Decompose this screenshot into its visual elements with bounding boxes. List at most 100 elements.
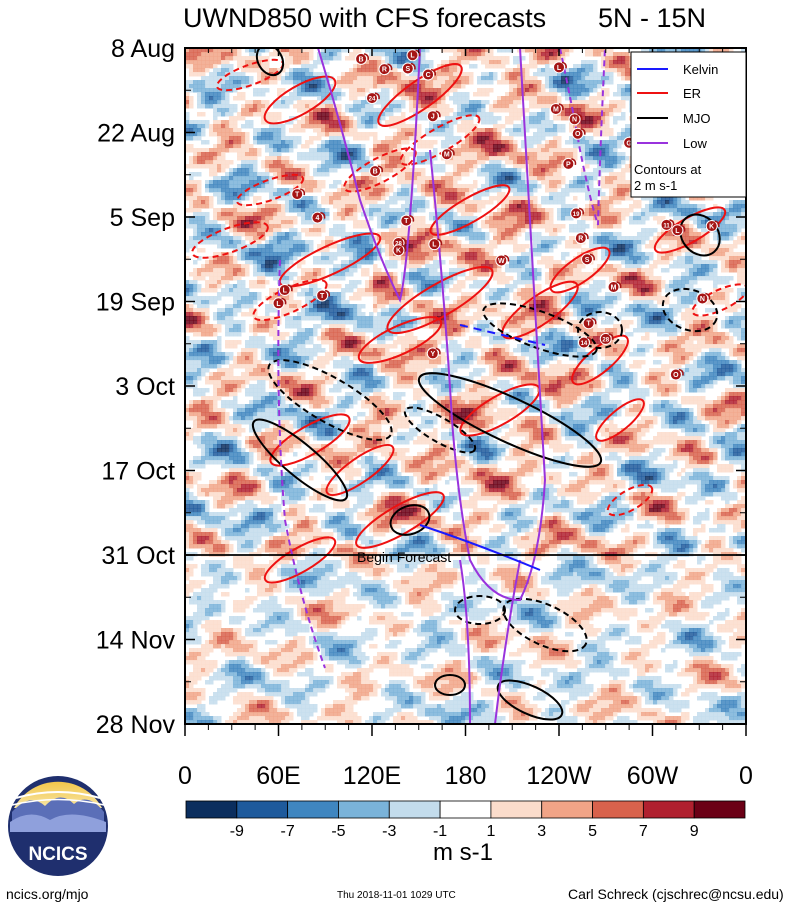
- colorbar-swatch: [287, 800, 339, 819]
- cyclone-marker: T: [316, 289, 331, 302]
- cyclone-marker: 24: [366, 92, 380, 105]
- colorbar-swatch: [693, 800, 746, 819]
- chart-title: UWND850 with CFS forecasts: [183, 3, 546, 33]
- colorbar: -9 -7 -5 -3 -1 1 3 5 7 9: [185, 800, 746, 840]
- cyclone-label: 14: [581, 341, 588, 347]
- cyclone-marker: N: [696, 292, 711, 305]
- cyclone-marker: S: [401, 62, 416, 75]
- mjo-contour: [403, 406, 477, 454]
- cyclone-marker: J: [426, 110, 441, 123]
- cyclone-marker: K: [392, 244, 407, 257]
- colorbar-label: -7: [281, 823, 295, 840]
- low-track: [317, 48, 421, 303]
- cyclone-marker: W: [495, 254, 510, 267]
- cyclone-marker: N: [568, 113, 583, 126]
- er-contour: [377, 63, 463, 127]
- cyclone-marker: L: [272, 297, 287, 310]
- cyclone-marker: S: [581, 253, 595, 266]
- cyclone-label: R: [382, 67, 387, 74]
- y-tick-label: 5 Sep: [110, 204, 175, 232]
- mjo-contour: [434, 674, 466, 696]
- cyclone-marker: K: [705, 220, 720, 233]
- cyclone-label: L: [276, 301, 281, 308]
- x-tick-label: 0: [739, 762, 753, 790]
- cyclone-label: 24: [369, 97, 376, 103]
- cyclone-label: S: [585, 257, 590, 264]
- cyclone-label: M: [611, 285, 617, 292]
- colorbar-swatch: [388, 800, 441, 819]
- colorbar-swatch: [439, 800, 492, 819]
- cyclone-label: N: [700, 296, 705, 303]
- colorbar-label: -9: [230, 823, 244, 840]
- logo-text: NCICS: [28, 844, 87, 865]
- er-contour: [325, 444, 395, 496]
- er-contour: [429, 184, 511, 236]
- mjo-contour: [389, 504, 431, 536]
- forecast-label: Begin Forecast: [357, 549, 451, 565]
- legend-kelvin-label: Kelvin: [683, 62, 718, 77]
- cyclone-marker: M: [549, 102, 564, 115]
- cyclone-marker: T: [291, 188, 306, 201]
- low-track: [277, 259, 326, 669]
- colorbar-swatch: [490, 800, 543, 819]
- er-contour: [595, 398, 645, 442]
- er-contour: [399, 114, 481, 166]
- x-tick-label: 120W: [526, 762, 592, 790]
- er-contour: [571, 334, 629, 386]
- cyclone-label: B: [373, 169, 378, 176]
- er-contour: [263, 536, 337, 584]
- cyclone-marker: 14: [577, 336, 592, 349]
- cyclone-label: C: [426, 72, 431, 79]
- low-track: [459, 559, 471, 724]
- mjo-contour: [661, 287, 719, 333]
- cyclone-marker: B: [369, 165, 384, 178]
- cyclone-label: W: [498, 258, 505, 265]
- colorbar-label: -5: [331, 823, 345, 840]
- mjo-contour: [577, 311, 623, 349]
- cyclone-marker: Y: [426, 347, 441, 360]
- y-tick-label: 22 Aug: [97, 120, 175, 148]
- cyclone-label: N: [572, 117, 577, 124]
- cyclone-label: L: [675, 228, 680, 235]
- colorbar-swatch: [338, 800, 390, 819]
- legend-low-label: Low: [683, 136, 707, 151]
- er-contour: [235, 173, 305, 207]
- chart-region: 5N - 15N: [598, 3, 706, 33]
- mjo-contour: [496, 679, 564, 721]
- low-track: [429, 48, 547, 602]
- legend-contour-note: Contours at 2 m s-1: [634, 162, 705, 193]
- y-tick-label: 14 Nov: [96, 627, 176, 655]
- mjo-contour: [255, 48, 285, 77]
- cyclone-marker: P: [562, 157, 577, 170]
- cyclone-label: T: [320, 293, 325, 300]
- y-tick-label: 19 Sep: [96, 289, 175, 317]
- cyclone-label: O: [673, 372, 679, 379]
- colorbar-label: 7: [639, 823, 648, 840]
- er-contour: [606, 483, 654, 517]
- colorbar-swatch: [642, 800, 695, 819]
- colorbar-label: 5: [588, 823, 597, 840]
- cyclone-label: Y: [430, 351, 435, 358]
- cyclone-marker: L: [428, 238, 443, 251]
- x-tick-label: 0: [178, 762, 192, 790]
- cyclone-label: B: [359, 56, 364, 63]
- colorbar-swatch: [541, 800, 593, 819]
- y-tick-label: 8 Aug: [111, 35, 175, 63]
- er-contour: [357, 316, 443, 364]
- y-tick-label: 17 Oct: [101, 458, 175, 486]
- cyclone-label: 19: [573, 212, 580, 218]
- cyclone-marker: T: [582, 317, 597, 330]
- footer-url[interactable]: ncics.org/mjo: [6, 886, 89, 902]
- colorbar-label: 3: [537, 823, 546, 840]
- x-tick-label: 60E: [256, 762, 300, 790]
- er-contour: [263, 75, 337, 125]
- footer-timestamp: Thu 2018-11-01 1029 UTC: [337, 890, 456, 901]
- cyclone-label: 11: [663, 223, 670, 229]
- cyclone-label: M: [553, 106, 559, 113]
- x-tick-label: 180: [445, 762, 487, 790]
- cyclone-label: L: [283, 288, 288, 295]
- cyclone-label: G: [626, 140, 632, 147]
- cyclone-label: T: [586, 321, 591, 328]
- low-track: [559, 48, 606, 226]
- cyclone-marker: R: [574, 232, 589, 245]
